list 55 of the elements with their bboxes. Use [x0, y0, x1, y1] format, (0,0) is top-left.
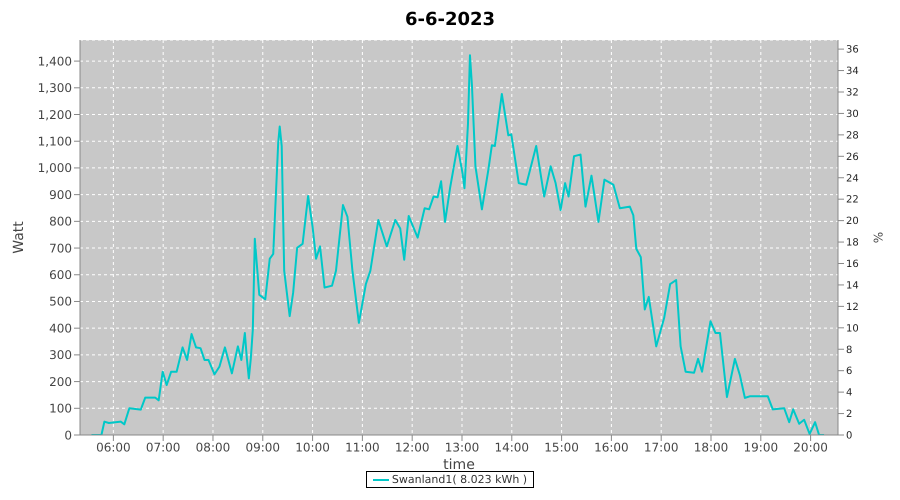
y-tick-label: 1,200 [38, 108, 72, 122]
y-tick-label: 0 [64, 428, 72, 442]
y2-axis-title: % [871, 232, 886, 244]
y-tick-label: 1,000 [38, 161, 72, 176]
y2-tick-label: 26 [846, 152, 859, 163]
y2-tick-label: 0 [846, 430, 852, 442]
y2-tick-label: 22 [846, 194, 859, 206]
y2-tick-label: 6 [846, 366, 852, 378]
y2-tick-label: 34 [846, 66, 859, 78]
x-tick-label: 10:00 [295, 440, 330, 455]
y-tick-label: 200 [49, 374, 72, 389]
y2-tick-label: 18 [846, 238, 859, 249]
y2-tick-label: 4 [846, 388, 852, 399]
y-tick-label: 600 [49, 268, 72, 282]
y2-tick-label: 32 [846, 88, 859, 99]
y-tick-label: 1,400 [38, 54, 72, 68]
x-tick-label: 20:00 [793, 440, 828, 455]
x-axis-title: time [443, 457, 475, 473]
y-tick-label: 1,300 [38, 81, 72, 96]
x-tick-label: 09:00 [245, 440, 280, 455]
y-tick-label: 500 [49, 294, 72, 309]
y-tick-label: 1,100 [38, 134, 72, 148]
x-tick-label: 06:00 [96, 440, 131, 455]
x-tick-label: 19:00 [744, 440, 778, 455]
y-tick-label: 300 [49, 348, 72, 362]
x-tick-label: 08:00 [196, 440, 230, 455]
y2-tick-label: 28 [846, 130, 859, 142]
x-tick-label: 14:00 [494, 440, 530, 455]
y2-tick-label: 16 [846, 259, 859, 270]
y-tick-label: 900 [49, 188, 72, 202]
x-tick-label: 15:00 [544, 440, 579, 455]
y2-tick-label: 24 [846, 173, 859, 184]
y2-tick-label: 20 [846, 216, 859, 228]
line-series [90, 54, 826, 435]
x-tick-label: 18:00 [694, 440, 728, 455]
x-tick-label: 07:00 [146, 440, 180, 455]
y2-tick-label: 2 [846, 409, 852, 420]
y-tick-label: 800 [49, 214, 72, 229]
x-tick-label: 16:00 [594, 440, 629, 455]
y2-tick-label: 12 [846, 302, 859, 313]
y2-tick-label: 10 [846, 323, 859, 334]
y-tick-label: 100 [49, 402, 72, 416]
y2-tick-label: 30 [846, 108, 859, 120]
y-tick-label: 400 [49, 321, 72, 336]
y-tick-label: 700 [49, 241, 72, 256]
x-tick-label: 17:00 [644, 440, 678, 455]
x-tick-label: 12:00 [394, 440, 430, 455]
x-tick-label: 11:00 [345, 440, 380, 455]
chart-title: 6-6-2023 [404, 8, 496, 32]
x-tick-label: 13:00 [444, 440, 480, 455]
y-axis-title: Watt [10, 220, 27, 254]
y2-tick-label: 36 [846, 44, 859, 56]
legend-label: Swanland1( 8.023 kWh ) [392, 473, 528, 486]
y2-tick-label: 8 [846, 344, 852, 356]
y2-tick-label: 14 [846, 280, 859, 292]
